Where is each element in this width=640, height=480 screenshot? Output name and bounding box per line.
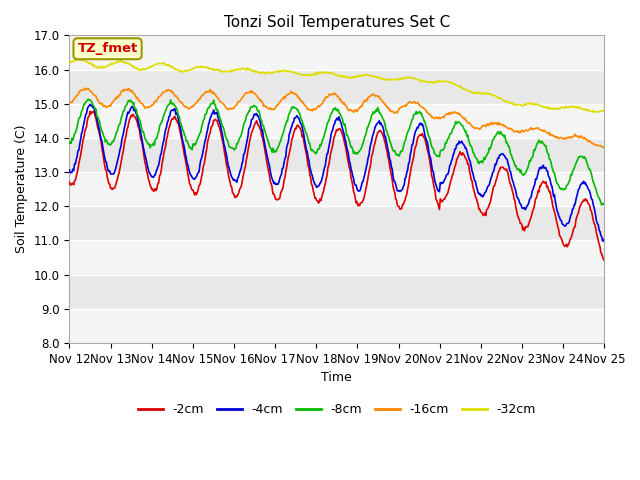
Bar <box>69 104 604 138</box>
Title: Tonzi Soil Temperatures Set C: Tonzi Soil Temperatures Set C <box>224 15 450 30</box>
Text: TZ_fmet: TZ_fmet <box>77 42 138 55</box>
Bar <box>69 206 604 240</box>
Y-axis label: Soil Temperature (C): Soil Temperature (C) <box>15 125 28 253</box>
Bar <box>69 70 604 104</box>
X-axis label: Time: Time <box>321 372 352 384</box>
Legend: -2cm, -4cm, -8cm, -16cm, -32cm: -2cm, -4cm, -8cm, -16cm, -32cm <box>132 398 541 421</box>
Bar <box>69 240 604 275</box>
Bar <box>69 309 604 343</box>
Bar <box>69 138 604 172</box>
Bar <box>69 275 604 309</box>
Bar <box>69 36 604 70</box>
Bar <box>69 172 604 206</box>
